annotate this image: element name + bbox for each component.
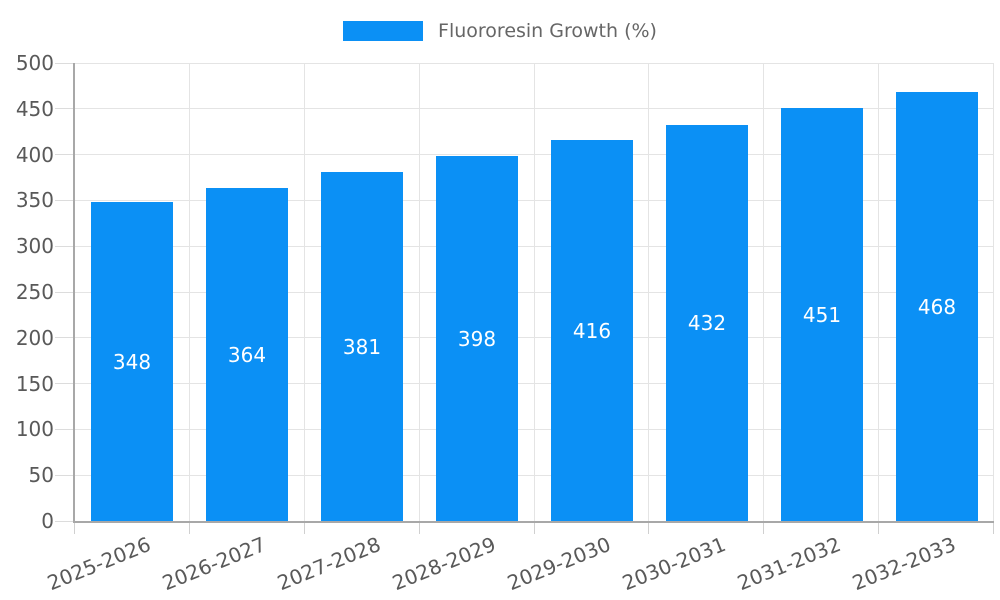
- y-axis-tick: [55, 108, 73, 110]
- y-axis-tick: [55, 291, 73, 293]
- x-axis-tick: [534, 523, 535, 534]
- y-axis-tick: [55, 383, 73, 385]
- bar-value-label: 381: [342, 334, 382, 359]
- v-gridline: [189, 63, 190, 521]
- y-tick-label: 100: [15, 417, 54, 442]
- bar[interactable]: 381: [321, 172, 403, 521]
- y-tick-label: 500: [15, 51, 54, 75]
- v-gridline: [419, 63, 420, 521]
- bar-value-label: 451: [802, 302, 842, 327]
- legend-item[interactable]: Fluororesin Growth (%): [343, 21, 657, 41]
- bar[interactable]: 432: [666, 125, 748, 521]
- bar[interactable]: 364: [206, 188, 288, 521]
- v-gridline: [648, 63, 649, 521]
- bar[interactable]: 416: [551, 140, 633, 521]
- legend: Fluororesin Growth (%): [0, 0, 1000, 41]
- y-tick-label: 450: [15, 96, 54, 121]
- v-gridline: [534, 63, 535, 521]
- y-tick-label: 350: [15, 188, 54, 213]
- y-axis-tick: [55, 199, 73, 201]
- v-gridline: [993, 63, 994, 521]
- y-tick-label: 50: [28, 463, 54, 488]
- y-axis-tick: [55, 428, 73, 430]
- y-axis-tick: [55, 337, 73, 339]
- bar[interactable]: 348: [91, 202, 173, 521]
- x-axis-tick: [993, 523, 994, 534]
- x-tick-label: 2031-2032: [733, 532, 844, 596]
- x-tick-label: 2026-2027: [159, 532, 270, 596]
- x-tick-label: 2027-2028: [274, 532, 385, 596]
- y-tick-label: 150: [15, 371, 54, 396]
- bar-value-label: 364: [227, 342, 267, 367]
- v-gridline: [304, 63, 305, 521]
- v-gridline: [763, 63, 764, 521]
- x-axis-tick: [304, 523, 305, 534]
- bar-value-label: 468: [917, 294, 957, 319]
- v-gridline: [878, 63, 879, 521]
- x-axis-tick: [878, 523, 879, 534]
- y-tick-label: 200: [15, 325, 54, 350]
- y-tick-label: 300: [15, 234, 54, 259]
- y-axis-tick: [55, 474, 73, 476]
- legend-label: Fluororesin Growth (%): [438, 20, 657, 42]
- x-tick-label: 2028-2029: [388, 532, 500, 596]
- bar-value-label: 398: [457, 326, 497, 351]
- x-tick-label: 2025-2026: [44, 532, 155, 596]
- x-axis-tick: [74, 523, 75, 534]
- x-tick-label: 2029-2030: [503, 532, 614, 596]
- x-tick-label: 2032-2033: [848, 532, 959, 596]
- bar-value-label: 432: [687, 311, 727, 335]
- y-axis-tick: [55, 520, 73, 522]
- bar-value-label: 416: [572, 318, 612, 343]
- x-axis-tick: [419, 523, 420, 534]
- x-tick-label: 2030-2031: [618, 532, 729, 596]
- y-axis-tick: [55, 245, 73, 247]
- x-axis-tick: [189, 523, 190, 534]
- y-axis-tick: [55, 154, 73, 156]
- bar[interactable]: 398: [436, 156, 518, 521]
- bar[interactable]: 451: [781, 108, 863, 521]
- x-axis-tick: [648, 523, 649, 534]
- x-axis-tick: [763, 523, 764, 534]
- y-axis-tick: [55, 62, 73, 64]
- y-tick-label: 400: [15, 142, 54, 167]
- y-tick-label: 0: [41, 509, 54, 533]
- y-tick-label: 250: [15, 280, 54, 304]
- plot-area: 0 50 100 150 200 250 300 350 400 450 500 348 2025-20…: [16, 51, 994, 595]
- bar[interactable]: 468: [896, 92, 978, 521]
- legend-swatch: [343, 21, 424, 41]
- bar-value-label: 348: [112, 349, 152, 374]
